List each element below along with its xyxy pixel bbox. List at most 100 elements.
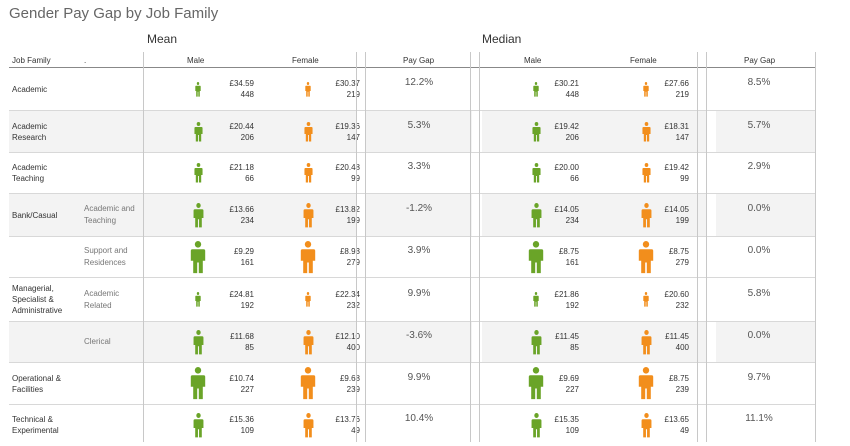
mean-pay-gap-value: 10.4%	[404, 413, 434, 424]
mean-female-count: 49	[322, 425, 360, 436]
mean-female-value: £13.82	[335, 205, 360, 214]
median-female-count: 99	[680, 174, 689, 183]
median-male-icon	[533, 81, 539, 102]
mean-male-value: £21.18	[229, 163, 254, 172]
job-family-label: Bank/Casual	[12, 210, 58, 220]
header-mean-male: Male	[187, 56, 205, 65]
median-female-icon	[643, 81, 649, 102]
mean-female-icon	[303, 121, 313, 147]
mean-male-icon	[190, 367, 206, 405]
mean-pay-gap-value: -1.2%	[405, 203, 433, 214]
mean-male-icon	[193, 163, 203, 188]
median-female-icon	[641, 163, 651, 188]
job-sub-family-label: Clerical	[84, 337, 111, 346]
mean-male-icon	[193, 329, 204, 360]
mean-male-count: 234	[240, 216, 254, 225]
median-male-icon	[531, 329, 542, 360]
median-female-icon	[638, 367, 654, 405]
mean-pay-gap-value: -3.6%	[405, 330, 433, 341]
table-row: Academic Research £20.44 206 £19.36 147 £19.4…	[9, 110, 815, 152]
median-female-icon	[643, 292, 649, 312]
mean-female-count: 147	[346, 132, 360, 142]
mean-pay-gap-value: 3.9%	[407, 245, 431, 256]
median-female-count: 147	[675, 132, 689, 142]
mean-male-count: 227	[240, 384, 254, 394]
chart-title: Gender Pay Gap by Job Family	[9, 5, 219, 22]
median-female-value: £13.65	[664, 415, 689, 424]
mean-female-count: 232	[346, 300, 360, 310]
mean-pay-gap-value: 9.9%	[407, 371, 431, 383]
median-female-value: £19.42	[664, 163, 689, 172]
median-female-value: £8.75	[668, 373, 689, 383]
table-row: Academic Teaching£21.1866£20.4899£20.006…	[9, 152, 815, 193]
column-divider	[697, 52, 698, 442]
median-male-icon	[531, 121, 541, 147]
mean-female-icon	[305, 292, 311, 312]
mean-male-count: 161	[240, 258, 254, 267]
mean-pay-gap-value: 5.3%	[407, 119, 431, 131]
median-male-count: 161	[565, 258, 579, 267]
median-female-count: 279	[675, 258, 689, 267]
table-row: Technical & Experimental£15.36109£13.764…	[9, 404, 815, 445]
mean-female-value: £13.76	[335, 415, 360, 424]
median-female-count: 400	[675, 343, 689, 352]
median-female-count: 232	[675, 300, 689, 310]
median-female-value: £20.60	[664, 289, 689, 299]
mean-male-value: £9.29	[233, 247, 254, 256]
median-male-value: £14.05	[554, 205, 579, 214]
section-median-title: Median	[482, 32, 522, 46]
mean-pay-gap-value: 9.9%	[407, 287, 431, 299]
mean-male-count: 192	[240, 300, 254, 310]
job-family-label: Operational & Facilities	[12, 373, 61, 394]
median-pay-gap-value: 8.5%	[747, 77, 771, 88]
median-male-count: 192	[565, 300, 579, 310]
median-female-icon	[641, 329, 652, 360]
median-male-icon	[531, 163, 541, 188]
median-male-count: 85	[570, 343, 579, 352]
pay-gap-table: Academic £34.59 448 £30.37 219 £30.21 448 £27.6…	[9, 67, 815, 445]
median-male-value: £21.86	[554, 289, 579, 299]
mean-male-count: 85	[245, 343, 254, 352]
median-male-icon	[528, 240, 544, 279]
column-divider	[470, 52, 471, 442]
mean-female-icon	[305, 81, 311, 102]
mean-male-icon	[193, 121, 203, 147]
mean-male-icon	[190, 240, 206, 279]
median-male-value: £30.21	[554, 79, 579, 88]
median-male-value: £20.00	[554, 163, 579, 172]
median-male-icon	[528, 367, 544, 405]
median-male-value: £11.45	[555, 332, 579, 341]
table-row: Bank/Casual Academic and Teaching £13.66 23…	[9, 193, 815, 236]
header-job-family: Job Family	[12, 56, 51, 65]
mean-male-value: £13.66	[229, 205, 254, 214]
mean-female-value: £30.37	[335, 79, 360, 88]
median-pay-gap-value: 0.0%	[747, 203, 771, 214]
median-female-count: 239	[675, 384, 689, 394]
header-median-female: Female	[630, 56, 657, 65]
mean-female-icon	[303, 412, 314, 443]
median-female-value: £27.66	[664, 79, 689, 88]
median-pay-gap-value: 5.8%	[747, 287, 771, 299]
mean-female-value: £9.68	[339, 373, 360, 383]
header-dot: .	[84, 56, 87, 65]
column-divider	[365, 52, 366, 442]
mean-female-value: £20.48	[335, 163, 360, 172]
median-female-icon	[641, 202, 652, 233]
median-female-count: 199	[675, 216, 689, 225]
table-row: Clerical £11.68 85 £12.10 400 £11.45 85 £11.45 4…	[9, 321, 815, 362]
median-female-value: £8.75	[668, 247, 689, 256]
median-female-icon	[641, 412, 652, 443]
median-male-icon	[531, 412, 542, 443]
median-male-count: 234	[565, 216, 579, 225]
mean-female-value: £12.10	[335, 332, 360, 341]
job-family-label: Academic Research	[12, 121, 48, 142]
median-male-value: £8.75	[558, 247, 579, 256]
mean-male-value: £24.81	[229, 289, 254, 299]
median-pay-gap-value: 11.1%	[745, 413, 773, 424]
mean-female-icon	[303, 202, 314, 233]
mean-female-count: 219	[346, 90, 360, 99]
job-family-label: Technical & Experimental	[12, 415, 59, 435]
mean-female-value: £22.34	[335, 289, 360, 299]
median-male-count: 448	[565, 90, 579, 99]
mean-pay-gap-value: 12.2%	[404, 77, 434, 88]
